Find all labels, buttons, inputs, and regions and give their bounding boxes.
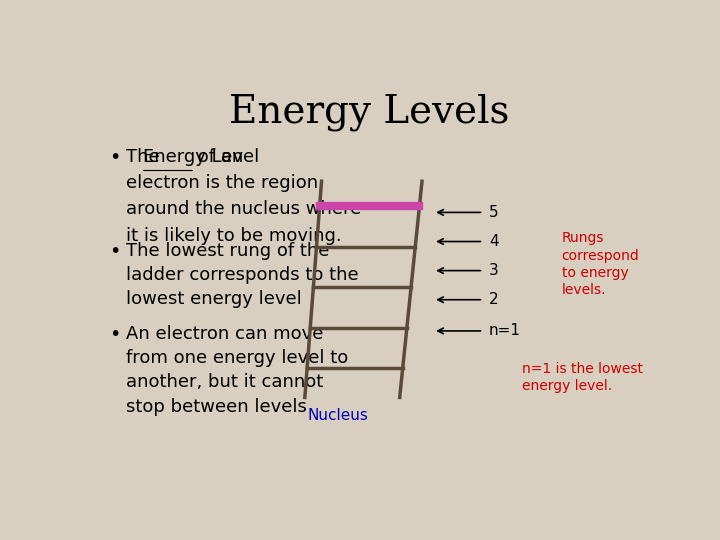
Text: •: • (109, 241, 121, 260)
Text: •: • (109, 325, 121, 343)
Text: Rungs
correspond
to energy
levels.: Rungs correspond to energy levels. (562, 232, 639, 298)
Text: electron is the region: electron is the region (126, 174, 318, 192)
Text: 3: 3 (489, 263, 499, 278)
Text: The: The (126, 148, 166, 166)
Text: An electron can move
from one energy level to
another, but it cannot
stop betwee: An electron can move from one energy lev… (126, 325, 348, 416)
Text: of an: of an (192, 148, 243, 166)
Text: Nucleus: Nucleus (308, 408, 369, 423)
Text: n=1 is the lowest
energy level.: n=1 is the lowest energy level. (523, 362, 644, 394)
Text: 5: 5 (489, 205, 498, 220)
Text: The lowest rung of the
ladder corresponds to the
lowest energy level: The lowest rung of the ladder correspond… (126, 241, 359, 308)
Text: around the nucleus where: around the nucleus where (126, 200, 361, 218)
Text: Energy Level: Energy Level (143, 148, 259, 166)
Text: Energy Levels: Energy Levels (229, 94, 509, 131)
Text: n=1: n=1 (489, 323, 521, 339)
Text: 4: 4 (489, 234, 498, 249)
Text: •: • (109, 148, 121, 167)
Text: 2: 2 (489, 292, 498, 307)
Text: it is likely to be moving.: it is likely to be moving. (126, 227, 342, 245)
